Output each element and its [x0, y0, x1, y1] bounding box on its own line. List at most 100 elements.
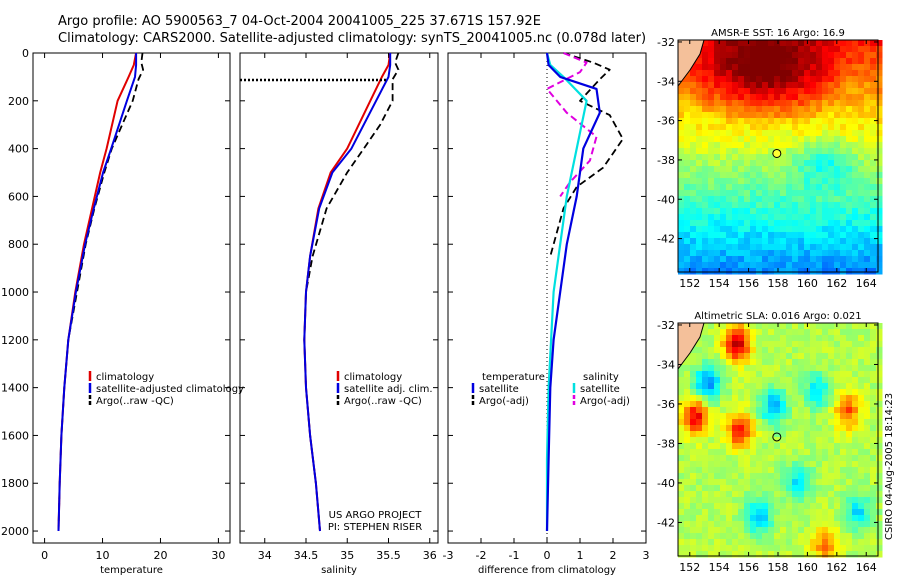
map-pixel — [876, 250, 883, 257]
map-pixel — [738, 341, 745, 348]
map-pixel — [732, 238, 739, 245]
map-pixel — [816, 473, 823, 480]
map-pixel — [750, 64, 757, 71]
map-pixel — [744, 208, 751, 215]
map-pixel — [756, 479, 763, 486]
map-pixel — [858, 539, 865, 546]
map-pixel — [786, 268, 793, 275]
map-pixel — [732, 112, 739, 119]
map-pixel — [744, 509, 751, 516]
y-tick-label: 1600 — [1, 429, 29, 442]
map-pixel — [846, 437, 853, 444]
map-pixel — [780, 94, 787, 101]
map-pixel — [708, 220, 715, 227]
map-pixel — [840, 238, 847, 245]
map-pixel — [678, 395, 685, 402]
map-pixel — [714, 52, 721, 59]
map-pixel — [708, 52, 715, 59]
map-pixel — [774, 497, 781, 504]
map-pixel — [702, 383, 709, 390]
map-pixel — [684, 160, 691, 167]
map-pixel — [726, 70, 733, 77]
map-pixel — [750, 437, 757, 444]
credit-line2: PI: STEPHEN RISER — [328, 522, 422, 533]
map-pixel — [792, 431, 799, 438]
map-pixel — [696, 425, 703, 432]
map-pixel — [696, 359, 703, 366]
map-pixel — [714, 461, 721, 468]
map-pixel — [762, 208, 769, 215]
map-pixel — [822, 178, 829, 185]
map-pixel — [738, 443, 745, 450]
map-pixel — [810, 112, 817, 119]
map-pixel — [678, 142, 685, 149]
map-pixel — [816, 46, 823, 53]
map-pixel — [786, 250, 793, 257]
map-pixel — [774, 449, 781, 456]
map-pixel — [780, 527, 787, 534]
map-pixel — [786, 485, 793, 492]
map-pixel — [762, 329, 769, 336]
map-pixel — [696, 377, 703, 384]
map-pixel — [774, 262, 781, 269]
map-pixel — [714, 130, 721, 137]
map-pixel — [828, 347, 835, 354]
map-pixel — [816, 365, 823, 372]
map-pixel — [816, 389, 823, 396]
map-pixel — [828, 88, 835, 95]
map-pixel — [768, 323, 775, 330]
map-pixel — [870, 503, 877, 510]
map-pixel — [678, 377, 685, 384]
map-pixel — [738, 232, 745, 239]
map-pixel — [678, 136, 685, 143]
map-pixel — [822, 365, 829, 372]
map-pixel — [696, 172, 703, 179]
map-pixel — [846, 112, 853, 119]
map-pixel — [846, 323, 853, 330]
map-pixel — [762, 232, 769, 239]
map-pixel — [804, 455, 811, 462]
map-pixel — [810, 527, 817, 534]
map-pixel — [750, 208, 757, 215]
map-pixel — [864, 413, 871, 420]
map-pixel — [852, 46, 859, 53]
map-pixel — [678, 190, 685, 197]
map-pixel — [678, 533, 685, 540]
map-pixel — [702, 395, 709, 402]
map-pixel — [804, 485, 811, 492]
map-pixel — [780, 268, 787, 275]
map-pixel — [750, 407, 757, 414]
map-pixel — [870, 100, 877, 107]
map-pixel — [804, 190, 811, 197]
map-pixel — [720, 347, 727, 354]
map-pixel — [804, 76, 811, 83]
map-pixel — [678, 545, 685, 552]
map-pixel — [798, 250, 805, 257]
map-pixel — [726, 413, 733, 420]
map-pixel — [720, 407, 727, 414]
map-pixel — [858, 220, 865, 227]
map-pixel — [714, 359, 721, 366]
map-pixel — [810, 58, 817, 65]
map-pixel — [684, 383, 691, 390]
map-pixel — [756, 46, 763, 53]
map-pixel — [852, 341, 859, 348]
map-pixel — [708, 395, 715, 402]
map-pixel — [828, 142, 835, 149]
map-pixel — [744, 413, 751, 420]
map-pixel — [732, 64, 739, 71]
map-pixel — [702, 479, 709, 486]
map-pixel — [684, 136, 691, 143]
map-pixel — [756, 178, 763, 185]
map-pixel — [876, 449, 883, 456]
map-pixel — [852, 232, 859, 239]
map-pixel — [792, 479, 799, 486]
map-pixel — [720, 202, 727, 209]
map-pixel — [786, 112, 793, 119]
map-pixel — [804, 383, 811, 390]
map-pixel — [840, 389, 847, 396]
map-pixel — [876, 46, 883, 53]
map-pixel — [798, 106, 805, 113]
map-pixel — [726, 419, 733, 426]
map-pixel — [858, 353, 865, 360]
